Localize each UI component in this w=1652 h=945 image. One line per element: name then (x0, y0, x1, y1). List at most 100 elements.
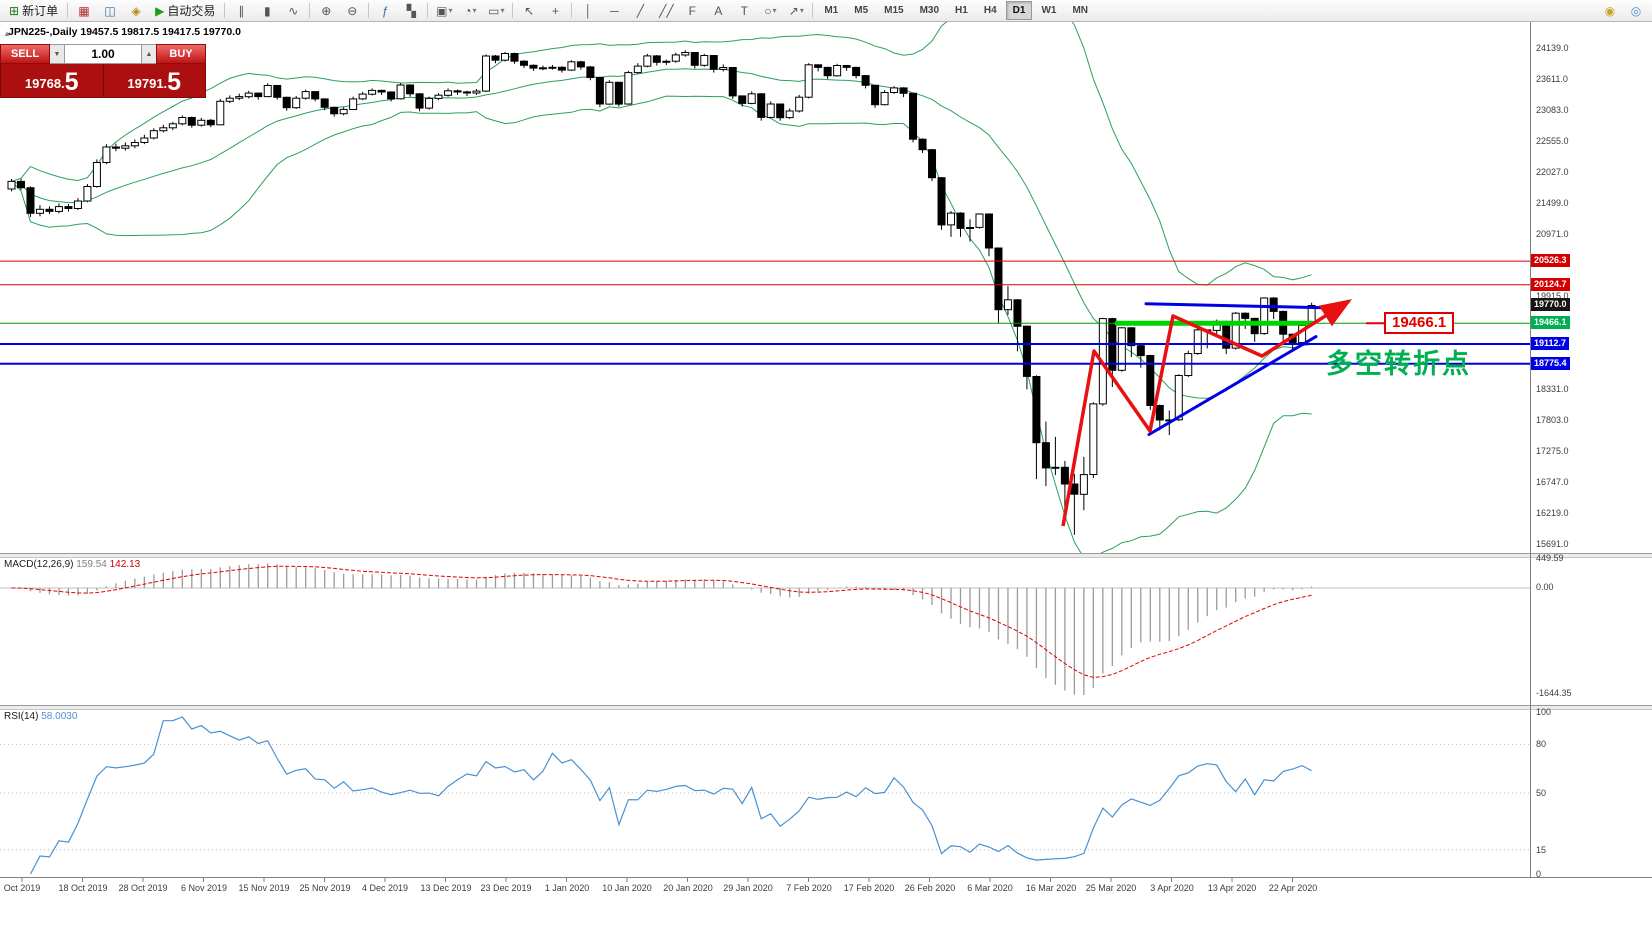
timeframe-d1[interactable]: D1 (1005, 1, 1033, 20)
arrows-icon-dropdown[interactable]: ▾ (799, 6, 804, 15)
text-icon-glyph: A (714, 3, 723, 18)
trendline-icon[interactable]: ╱ (627, 2, 653, 20)
tile-windows-icon[interactable]: ▚ (398, 2, 424, 20)
crosshair-icon[interactable]: + (542, 2, 568, 20)
templates-icon-dropdown[interactable]: ▾ (500, 6, 505, 15)
one-click-toggle-icon[interactable]: ▲ (3, 29, 11, 38)
timeframe-m15[interactable]: M15 (884, 5, 904, 16)
buy-price-small: 19791. (127, 76, 168, 91)
buy-button[interactable]: BUY (156, 44, 206, 64)
arrows-icon[interactable]: ↗ ▾ (783, 2, 809, 20)
rsi-axis-label: 0 (1536, 869, 1542, 879)
sell-price-big: 5 (64, 68, 79, 96)
tile-windows-icon-glyph: ▚ (406, 3, 416, 18)
line-chart-icon[interactable]: ∿ (280, 2, 306, 20)
price-tag-19112-7: 19112.7 (1531, 337, 1570, 350)
bar-chart-icon[interactable]: ∥ (228, 2, 254, 20)
price-gridline-label: 20971.0 (1536, 229, 1569, 239)
price-tag-19466-1: 19466.1 (1531, 316, 1570, 329)
date-axis-label: 16 Mar 2020 (1025, 883, 1077, 893)
zoom-out-icon[interactable]: ⊖ (339, 2, 365, 20)
horizontal-line-icon[interactable]: ─ (601, 2, 627, 20)
rsi-value: 58.0030 (41, 711, 78, 722)
shapes-icon-dropdown[interactable]: ▾ (772, 6, 777, 15)
date-axis-label: 25 Mar 2020 (1085, 883, 1137, 893)
macd-histogram (20, 563, 1313, 695)
new-order-button[interactable]: ⊞ 新订单 (3, 2, 64, 20)
price-callout-19466[interactable]: 19466.1 (1384, 312, 1455, 334)
bollinger-middle-band (11, 68, 1312, 399)
indicators-icon[interactable]: ƒ (372, 2, 398, 20)
new-order-button-glyph: ⊞ (9, 3, 20, 18)
date-axis-label: Oct 2019 (3, 883, 41, 893)
timeframe-mn[interactable]: MN (1072, 5, 1088, 16)
blue-rising-trendline[interactable] (1147, 335, 1318, 436)
navigator-icon-glyph: ◈ (131, 3, 141, 18)
templates-icon[interactable]: ▭ ▾ (483, 2, 509, 20)
fibonacci-icon-glyph: F (688, 3, 696, 18)
price-gridline-label: 22027.0 (1536, 167, 1569, 177)
sell-button[interactable]: SELL (0, 44, 50, 64)
channel-icon-glyph: ╱╱ (659, 3, 674, 18)
autotrading-button[interactable]: ▶ 自动交易 (149, 2, 221, 20)
date-axis-label: 6 Mar 2020 (967, 883, 1013, 893)
buy-price[interactable]: 19791. 5 (104, 64, 206, 97)
toolbar-separator (67, 3, 69, 18)
date-axis-label: 25 Nov 2019 (299, 883, 351, 893)
new-chart-icon-glyph: ▣ (436, 3, 448, 18)
rsi-axis-label: 80 (1536, 739, 1547, 749)
timeframe-h4[interactable]: H4 (983, 5, 997, 16)
period-icon-dropdown[interactable]: ▾ (472, 6, 477, 15)
annotation-text[interactable]: 多空转折点 (1326, 349, 1471, 379)
price-tag-19770-0: 19770.0 (1531, 298, 1570, 311)
autotrading-button-glyph: ▶ (155, 3, 165, 18)
rsi-axis-label: 50 (1536, 788, 1547, 798)
alerts-icon[interactable]: ◉ (1604, 3, 1616, 18)
shapes-icon[interactable]: ○ ▾ (757, 2, 783, 20)
fibonacci-icon[interactable]: F (679, 2, 705, 20)
timeframe-w1[interactable]: W1 (1041, 5, 1057, 16)
line-chart-icon-glyph: ∿ (288, 3, 299, 18)
navigator-icon[interactable]: ◈ (123, 2, 149, 20)
timeframe-h1[interactable]: H1 (955, 5, 968, 16)
red-zigzag-arrow[interactable] (1061, 299, 1352, 527)
rsi-indicator-label: RSI(14) 58.0030 (4, 711, 77, 722)
candlestick-series (7, 50, 1316, 535)
bar-chart-icon-glyph: ∥ (238, 3, 245, 18)
new-chart-icon[interactable]: ▣ ▾ (431, 2, 457, 20)
data-window-icon-glyph: ◫ (104, 3, 116, 18)
market-watch-icon[interactable]: ▦ (71, 2, 97, 20)
timeframe-m30[interactable]: M30 (919, 5, 940, 16)
search-icon[interactable]: ◎ (1630, 3, 1642, 18)
vertical-line-icon[interactable]: │ (575, 2, 601, 20)
period-icon[interactable]: ◔ ▾ (457, 2, 483, 20)
date-axis-label: 13 Dec 2019 (420, 883, 472, 893)
price-tag-20124-7: 20124.7 (1531, 278, 1570, 291)
rsi-panel (0, 716, 1530, 875)
macd-axis-label: 449.59 (1536, 553, 1564, 563)
price-gridline-label: 17803.0 (1536, 415, 1569, 425)
zoom-in-icon[interactable]: ⊕ (313, 2, 339, 20)
new-chart-icon-dropdown[interactable]: ▾ (448, 6, 453, 15)
channel-icon[interactable]: ╱╱ (653, 2, 679, 20)
volume-input[interactable]: 1.00 (64, 44, 142, 64)
rsi-axis-label: 15 (1536, 845, 1547, 855)
data-window-icon[interactable]: ◫ (97, 2, 123, 20)
toolbar-separator (368, 3, 370, 18)
price-gridline-label: 21499.0 (1536, 198, 1569, 208)
timeframe-m5[interactable]: M5 (854, 5, 869, 16)
chart-title: JPN225-,Daily 19457.5 19817.5 19417.5 19… (8, 26, 241, 38)
candlestick-chart-icon[interactable]: ▮ (254, 2, 280, 20)
volume-increase-button[interactable]: ▲ (142, 44, 156, 64)
text-label-icon[interactable]: T (731, 2, 757, 20)
timeframe-m1[interactable]: M1 (824, 5, 839, 16)
sell-price[interactable]: 19768. 5 (1, 64, 104, 97)
cursor-icon[interactable]: ↖ (516, 2, 542, 20)
date-axis-label: 6 Nov 2019 (180, 883, 228, 893)
blue-upper-trendline[interactable] (1144, 302, 1326, 310)
volume-decrease-button[interactable]: ▼ (50, 44, 64, 64)
text-icon[interactable]: A (705, 2, 731, 20)
macd-signal-value: 142.13 (109, 559, 141, 570)
